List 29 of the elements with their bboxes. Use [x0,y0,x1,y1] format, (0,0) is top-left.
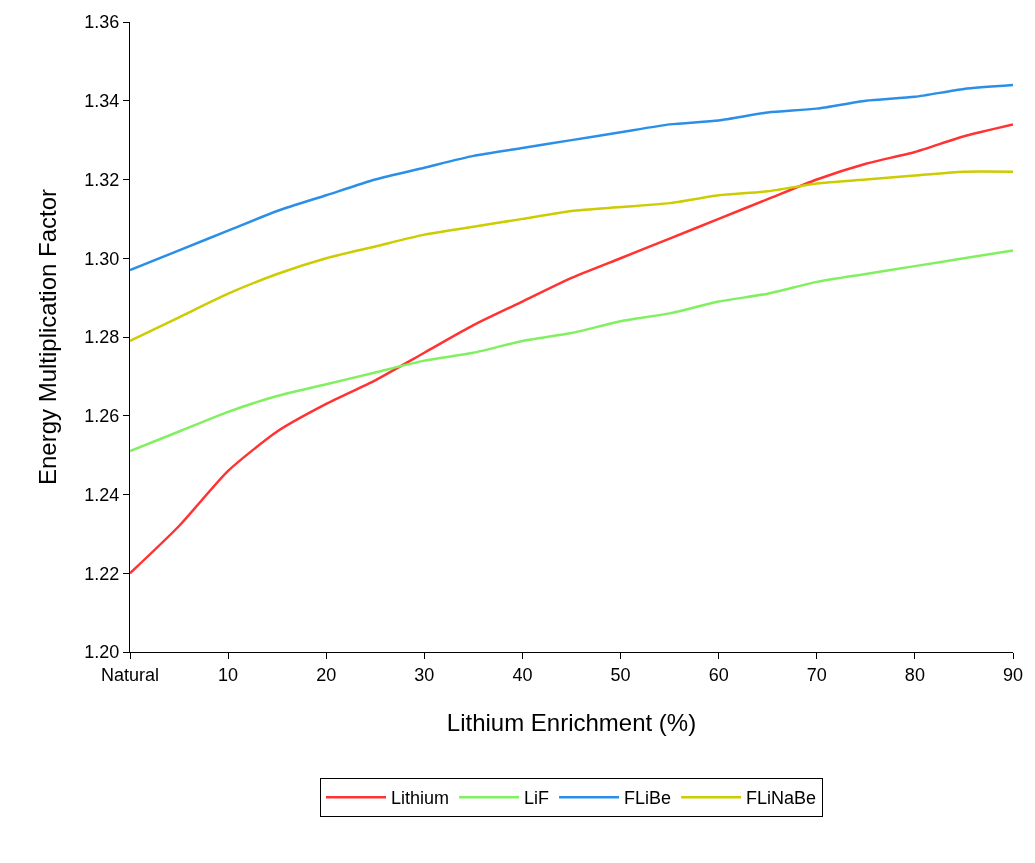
y-tick-label: 1.24 [84,484,120,505]
y-tick-label: 1.30 [84,248,120,269]
x-tick-label: 10 [218,664,239,685]
legend-label: Lithium [391,788,450,809]
y-tick-label: 1.26 [84,406,120,427]
line-series [130,123,1013,575]
y-axis-title: Energy Multiplication Factor [34,188,62,486]
y-tick-label: 1.34 [84,91,120,112]
y-tick-label: 1.32 [84,169,120,190]
x-axis-title: Lithium Enrichment (%) [446,708,697,736]
x-tick-label: 50 [610,664,631,685]
line-series [130,249,1013,453]
legend-label: FLiNaBe [746,788,817,809]
x-tick-label: 80 [904,664,925,685]
legend-label: LiF [524,788,550,809]
line-series [130,83,1013,272]
x-tick-label: 40 [512,664,533,685]
line-series [130,170,1013,343]
x-tick-label: 20 [316,664,337,685]
x-tick-label: Natural [100,664,160,685]
legend-label: FLiBe [624,788,672,809]
x-tick-label: 30 [414,664,435,685]
y-tick-label: 1.22 [84,563,120,584]
y-tick-label: 1.36 [84,12,120,33]
y-tick-label: 1.28 [84,327,120,348]
x-tick-label: 70 [806,664,827,685]
x-tick-label: 90 [1002,664,1024,685]
y-tick-label: 1.20 [84,642,120,663]
x-tick-label: 60 [708,664,729,685]
